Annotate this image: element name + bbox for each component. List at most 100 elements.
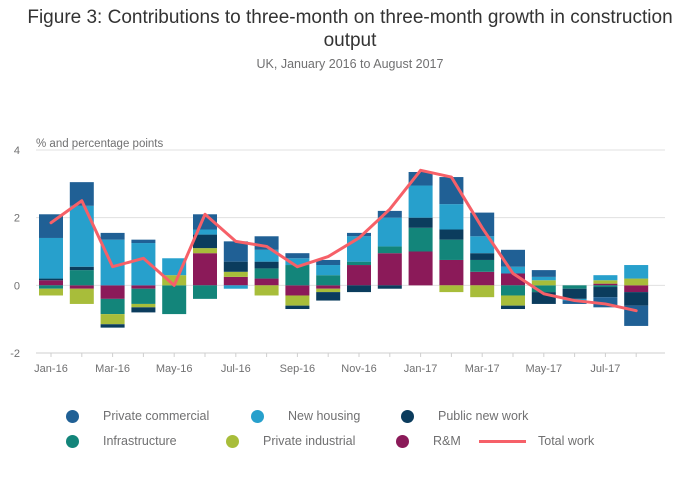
bar-segment-new-housing <box>377 217 402 247</box>
total-work-point <box>635 309 638 312</box>
bar-segment-private-industrial <box>624 278 649 286</box>
bar-segment-infrastructure <box>285 265 310 286</box>
bar-segment-infrastructure <box>39 285 63 289</box>
bar-segment-r-m <box>100 285 125 299</box>
bar-segment-private-commercial <box>69 182 94 206</box>
bar-segment-r-m <box>408 251 433 286</box>
bar-segment-infrastructure <box>531 285 556 293</box>
bar-segment-private-commercial <box>377 210 402 218</box>
bar-segment-new-housing <box>39 237 63 279</box>
bar-segment-r-m <box>501 273 525 286</box>
bar-segment-public-new-work <box>131 307 156 313</box>
bar-segment-infrastructure <box>593 285 618 288</box>
bar-segment-new-housing <box>69 205 94 267</box>
bar-segment-r-m <box>69 285 94 289</box>
bar-segment-new-housing <box>347 236 371 262</box>
bar-segment-infrastructure <box>100 298 125 315</box>
legend-swatch <box>66 434 79 448</box>
bar-segment-new-housing <box>316 265 341 276</box>
bar-segment-public-new-work <box>501 305 525 310</box>
bar-segment-private-industrial <box>100 314 125 325</box>
total-work-point <box>111 265 114 268</box>
total-work-point <box>419 169 422 172</box>
y-tick-label: 4 <box>14 145 20 157</box>
total-work-point <box>80 199 84 202</box>
bar-segment-new-housing <box>193 229 217 235</box>
bar-segment-private-industrial <box>470 285 495 298</box>
x-tick-label: Jul-17 <box>590 363 620 375</box>
bar-segment-public-new-work <box>316 292 341 301</box>
bar-segment-new-housing <box>593 275 618 281</box>
bar-segment-private-industrial <box>254 285 279 296</box>
legend-item: Total work <box>479 431 594 451</box>
y-axis-label: % and percentage points <box>36 138 163 150</box>
y-tick-label: 0 <box>14 280 20 292</box>
bar-segment-new-housing <box>624 265 649 279</box>
bar-segment-r-m <box>624 285 649 293</box>
bar-segment-public-new-work <box>100 324 125 328</box>
x-tick-label: Jan-16 <box>34 363 68 375</box>
bar-segment-new-housing <box>408 185 433 218</box>
bar-segment-private-industrial <box>69 288 94 304</box>
bar-segment-infrastructure <box>501 285 525 296</box>
total-work-point <box>296 265 299 268</box>
bar-segment-public-new-work <box>439 229 464 240</box>
legend-item: Private commercial <box>66 406 209 426</box>
bar-segment-infrastructure <box>470 259 495 272</box>
legend-label: Private commercial <box>103 409 210 423</box>
bar-segment-infrastructure <box>131 288 156 304</box>
bar-segment-infrastructure <box>439 239 464 260</box>
chart-canvas: -2 0 2 4 % and percentage points Jan-16 Mar-16… <box>10 138 665 375</box>
x-tick-label: Jul-16 <box>221 363 251 375</box>
bar-segment-r-m <box>377 253 402 286</box>
bar-segment-public-new-work <box>223 261 248 272</box>
total-work-point <box>49 221 53 224</box>
total-work-point <box>573 299 576 302</box>
x-tick-label: Sep-16 <box>280 363 315 375</box>
x-tick-label: Mar-17 <box>465 363 500 375</box>
bar-segment-infrastructure <box>162 285 187 315</box>
bar-segment-r-m <box>439 259 464 286</box>
total-work-point <box>142 257 145 260</box>
bar-segment-public-new-work <box>470 253 495 260</box>
bar-segment-public-new-work <box>562 288 587 299</box>
bar-segment-public-new-work <box>285 305 310 310</box>
bar-segment-new-housing <box>501 266 525 274</box>
bar-segment-r-m <box>470 271 495 286</box>
total-work-point <box>327 255 330 258</box>
total-work-point <box>511 272 515 275</box>
bar-segment-infrastructure <box>193 285 217 299</box>
bar-segment-private-industrial <box>531 280 556 286</box>
bar-segment-infrastructure <box>347 261 371 266</box>
bar-segment-r-m <box>254 278 279 286</box>
bar-segment-public-new-work <box>69 266 94 271</box>
bar-segment-infrastructure <box>408 227 433 252</box>
bar-segment-private-commercial <box>408 171 433 186</box>
bar-segment-infrastructure <box>316 275 341 286</box>
bar-segment-r-m <box>347 265 371 286</box>
legend-item: New housing <box>251 406 360 426</box>
x-tick-label: Mar-16 <box>95 363 130 375</box>
bar-segment-r-m <box>193 253 217 286</box>
bar-segment-private-commercial <box>100 232 125 240</box>
total-work-point <box>234 240 237 243</box>
bar-segment-private-industrial <box>193 248 217 254</box>
bar-segment-private-industrial <box>501 295 525 306</box>
bar-segment-new-housing <box>254 249 279 262</box>
bar-segment-r-m <box>593 283 618 286</box>
legend-swatch <box>479 439 526 443</box>
total-work-point <box>357 236 361 240</box>
bar-segment-r-m <box>131 285 156 289</box>
x-tick-label: Nov-16 <box>341 363 376 375</box>
total-work-point <box>542 292 545 295</box>
bar-segment-private-industrial <box>39 288 63 296</box>
bar-segment-private-industrial <box>162 275 187 286</box>
bar-segment-private-commercial <box>316 259 341 266</box>
bar-segment-public-new-work <box>624 292 649 306</box>
legend-label: New housing <box>288 409 361 423</box>
legend-label: Public new work <box>438 409 529 423</box>
total-work-point <box>265 245 268 248</box>
bar-segment-private-industrial <box>316 288 341 293</box>
total-work-line <box>49 168 638 313</box>
total-work-point <box>481 226 484 230</box>
